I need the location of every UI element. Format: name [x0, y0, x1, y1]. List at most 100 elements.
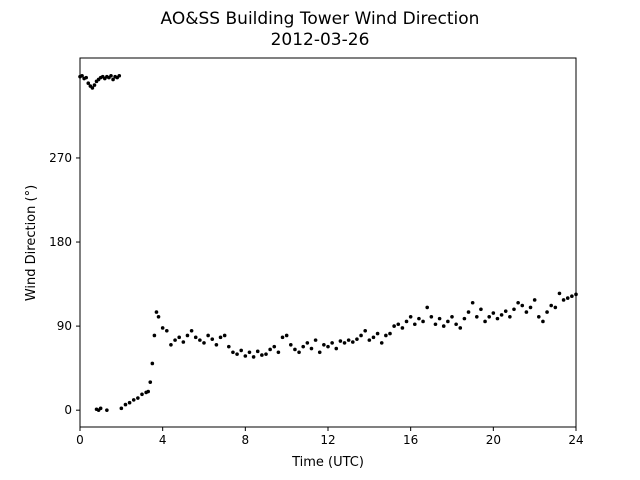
data-point: [131, 398, 136, 402]
data-point: [466, 310, 471, 314]
data-point: [379, 341, 384, 345]
data-point: [462, 316, 467, 321]
data-point: [160, 326, 165, 330]
data-point: [165, 328, 169, 333]
data-point: [388, 331, 392, 336]
data-point: [425, 305, 430, 310]
data-point: [239, 348, 243, 353]
x-tick-label: 24: [568, 433, 583, 447]
data-point: [90, 86, 95, 90]
data-point: [305, 341, 310, 345]
x-tick-label: 12: [320, 433, 335, 447]
data-point: [557, 291, 562, 296]
data-point: [470, 300, 475, 305]
data-point: [346, 338, 351, 342]
data-point: [384, 333, 388, 338]
data-point: [80, 73, 84, 78]
data-point: [330, 341, 334, 345]
data-point: [537, 314, 541, 319]
data-point: [185, 333, 190, 338]
data-point: [495, 316, 500, 321]
data-point: [454, 322, 458, 327]
data-point: [117, 73, 122, 78]
data-point: [408, 314, 413, 319]
data-point: [293, 347, 297, 352]
plot-frame: [79, 57, 577, 428]
data-point: [210, 337, 215, 341]
data-point: [148, 380, 153, 384]
data-point: [322, 342, 326, 347]
data-point: [342, 341, 347, 345]
data-point: [553, 305, 558, 310]
data-point: [206, 333, 210, 338]
data-point: [268, 347, 272, 352]
data-point: [528, 305, 533, 310]
x-tick-label: 16: [403, 433, 418, 447]
data-point: [136, 396, 140, 400]
data-point: [272, 344, 277, 349]
data-point: [359, 333, 363, 338]
data-point: [150, 361, 155, 366]
data-point: [371, 335, 376, 340]
data-point: [450, 314, 454, 319]
data-point: [156, 314, 161, 319]
data-point: [173, 338, 177, 342]
data-point: [154, 310, 159, 314]
data-point: [549, 303, 553, 308]
data-point: [520, 303, 525, 308]
data-point: [301, 344, 306, 349]
data-point: [289, 342, 293, 347]
data-point: [84, 75, 88, 80]
data-point: [421, 319, 425, 324]
y-tick-label: 270: [49, 151, 72, 165]
data-point: [417, 316, 421, 321]
y-tick-label: 180: [49, 235, 72, 249]
data-point: [375, 331, 380, 336]
data-point: [317, 350, 322, 355]
data-point: [181, 340, 186, 344]
data-point: [508, 314, 512, 319]
data-point: [313, 338, 318, 342]
data-point: [280, 335, 285, 340]
data-point: [483, 319, 487, 324]
data-point: [169, 342, 173, 347]
data-point: [202, 341, 206, 345]
data-point: [260, 353, 264, 357]
data-point: [152, 333, 157, 338]
data-point: [243, 354, 248, 358]
data-point: [363, 328, 368, 333]
data-point: [516, 300, 520, 305]
data-point: [198, 338, 202, 342]
data-point: [475, 314, 479, 319]
data-point: [355, 337, 359, 341]
x-tick-label: 4: [159, 433, 167, 447]
data-point: [105, 408, 109, 412]
data-point: [499, 313, 504, 317]
data-point: [545, 310, 549, 314]
chart-subtitle: 2012-03-26: [271, 30, 370, 50]
data-point: [123, 402, 128, 407]
x-tick-label: 0: [76, 433, 84, 447]
data-point: [231, 350, 235, 355]
data-point: [396, 322, 401, 327]
y-tick-label: 90: [57, 319, 72, 333]
data-point: [367, 338, 372, 342]
data-point: [189, 328, 194, 333]
data-point: [297, 350, 301, 355]
data-point: [524, 310, 529, 314]
data-point: [491, 311, 496, 315]
data-point: [433, 322, 438, 327]
data-point: [92, 83, 97, 87]
data-point: [392, 324, 396, 328]
data-point: [429, 314, 434, 319]
data-point: [532, 298, 537, 302]
data-point: [214, 342, 219, 347]
y-tick-label: 0: [64, 403, 72, 417]
data-point: [218, 335, 223, 340]
data-point: [512, 307, 516, 312]
data-point: [222, 333, 227, 338]
data-point: [276, 350, 281, 355]
data-point: [404, 319, 409, 324]
data-point: [458, 326, 463, 330]
